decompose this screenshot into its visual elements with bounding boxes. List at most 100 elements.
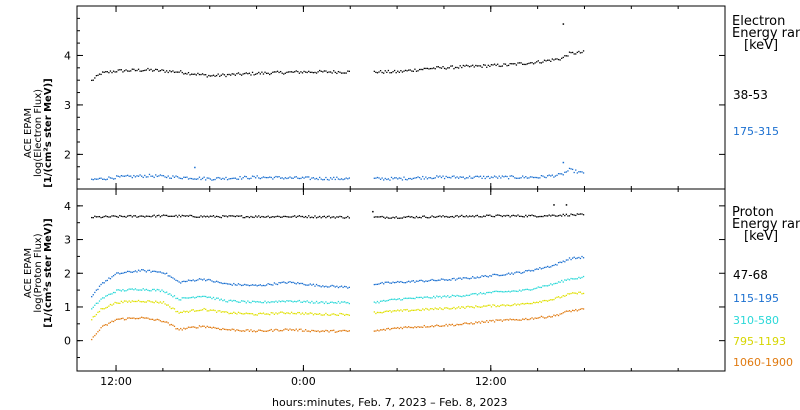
point-1-3 xyxy=(269,313,271,316)
proton-legend-795-1193: 795-1193 xyxy=(733,335,786,348)
point-1-1 xyxy=(269,283,271,285)
point-1-4 xyxy=(381,329,383,331)
point-0-0 xyxy=(495,64,497,67)
point-1-4 xyxy=(261,330,263,332)
point-1-1 xyxy=(170,276,172,278)
point-1-1 xyxy=(403,282,405,284)
point-1-0 xyxy=(518,215,521,218)
point-1-0 xyxy=(443,216,446,218)
point-1-2 xyxy=(329,301,332,303)
point-1-2 xyxy=(242,300,244,302)
point-1-1 xyxy=(312,283,315,285)
point-0-0 xyxy=(134,69,137,72)
proton-legend-title-line2: Energy range xyxy=(732,217,800,232)
point-1-0 xyxy=(130,214,132,217)
point-1-0 xyxy=(189,214,191,217)
point-0-1 xyxy=(240,178,243,180)
point-1-2 xyxy=(436,295,438,297)
point-1-4 xyxy=(155,319,157,321)
point-1-3 xyxy=(139,300,141,303)
point-1-3 xyxy=(539,300,541,303)
point-1-2 xyxy=(553,283,555,285)
point-1-1 xyxy=(203,278,205,280)
point-0-1 xyxy=(383,179,385,181)
point-1-2 xyxy=(256,300,258,303)
point-0-0 xyxy=(526,63,528,65)
point-1-3 xyxy=(414,309,416,311)
point-1-3 xyxy=(531,302,533,305)
point-1-4 xyxy=(542,316,544,318)
point-1-4 xyxy=(256,330,258,332)
point-1-4 xyxy=(159,320,162,322)
point-1-2 xyxy=(376,300,379,303)
point-1-4 xyxy=(247,329,249,331)
point-1-0 xyxy=(557,215,560,217)
point-0-0 xyxy=(418,68,421,71)
point-1-3 xyxy=(169,306,171,308)
point-0-1 xyxy=(545,176,547,179)
point-1-3 xyxy=(180,311,182,313)
point-1-2 xyxy=(195,296,197,299)
point-1-2 xyxy=(250,302,252,304)
point-1-2 xyxy=(167,293,169,295)
point-1-4 xyxy=(265,330,268,332)
point-1-2 xyxy=(303,300,305,303)
point-1-3 xyxy=(450,308,452,310)
point-0-1 xyxy=(244,175,246,178)
point-1-4 xyxy=(166,321,168,323)
point-1-4 xyxy=(198,325,201,327)
point-0-1 xyxy=(493,175,496,177)
point-0-1 xyxy=(150,175,152,177)
point-1-4 xyxy=(523,318,525,321)
point-1-1 xyxy=(281,281,283,284)
point-1-1 xyxy=(287,281,290,283)
point-1-2 xyxy=(101,297,104,299)
point-0-1 xyxy=(476,175,479,177)
point-1-2 xyxy=(141,289,143,291)
point-1-0 xyxy=(208,216,210,218)
point-0-0 xyxy=(504,63,507,65)
point-1-3 xyxy=(573,292,575,294)
point-0-1 xyxy=(270,176,272,179)
point-0-0 xyxy=(97,74,99,77)
point-1-2 xyxy=(500,290,502,293)
point-1-4 xyxy=(225,328,227,331)
point-0-0 xyxy=(390,72,393,74)
point-1-4 xyxy=(525,317,527,320)
point-0-1 xyxy=(195,178,197,180)
point-1-4 xyxy=(570,310,572,313)
point-1-1 xyxy=(173,278,176,280)
point-0-0 xyxy=(567,55,569,57)
point-1-0 xyxy=(295,216,297,218)
point-1-1 xyxy=(340,285,343,287)
point-1-4 xyxy=(512,318,514,321)
point-1-1 xyxy=(534,268,536,271)
point-1-0 xyxy=(251,216,254,218)
point-1-3 xyxy=(270,312,272,314)
point-1-1 xyxy=(219,281,221,284)
point-1-4 xyxy=(317,330,319,332)
point-1-0 xyxy=(509,216,511,218)
point-1-0 xyxy=(95,216,98,218)
point-1-0 xyxy=(300,215,302,218)
point-0-0 xyxy=(123,70,126,72)
point-0-0 xyxy=(554,58,557,60)
point-0-1 xyxy=(543,176,546,178)
point-1-4 xyxy=(258,329,260,331)
point-1-3 xyxy=(320,314,322,316)
point-1-2 xyxy=(461,295,463,298)
point-0-0 xyxy=(540,62,543,64)
point-1-0 xyxy=(225,215,227,217)
point-1-0 xyxy=(512,214,514,216)
point-1-2 xyxy=(401,299,404,301)
electron-legend-title-line2: Energy range xyxy=(732,26,800,41)
point-1-1 xyxy=(578,256,580,259)
point-0-0 xyxy=(205,74,207,76)
point-1-3 xyxy=(461,306,463,308)
point-0-1 xyxy=(167,175,169,177)
point-1-1 xyxy=(95,289,98,291)
point-0-0 xyxy=(509,63,511,65)
point-1-4 xyxy=(91,338,93,341)
point-0-0 xyxy=(511,63,513,65)
point-1-0 xyxy=(301,215,304,218)
